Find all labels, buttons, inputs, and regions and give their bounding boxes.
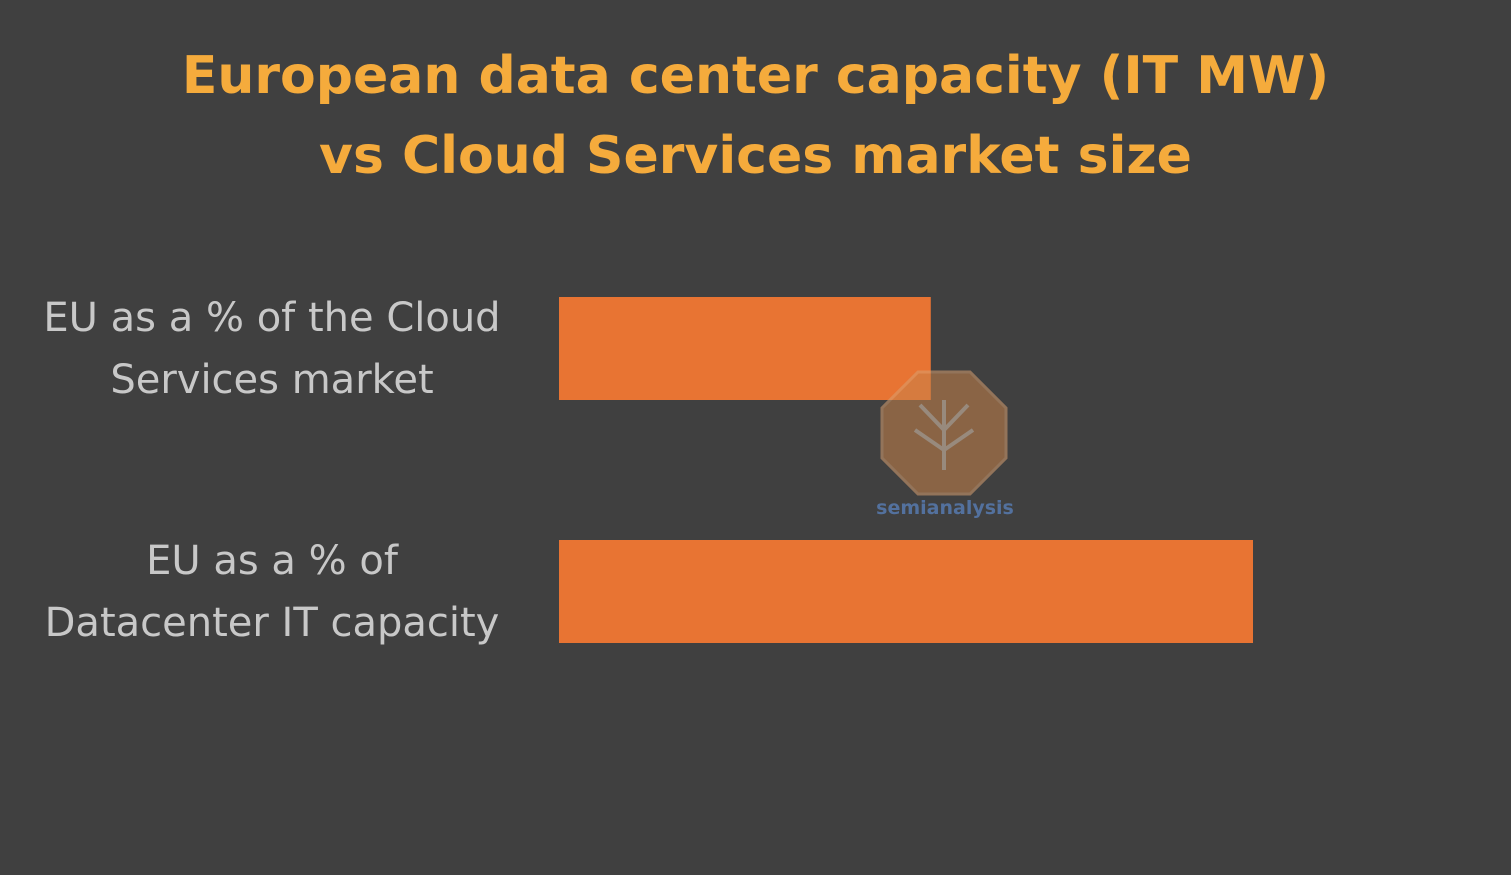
title-wrap: European data center capacity (IT MW) vs… [0, 36, 1511, 196]
chart-title: European data center capacity (IT MW) vs… [181, 46, 1330, 186]
category-label: EU as a % of the Cloud Services market [43, 294, 501, 403]
bar [559, 540, 1253, 643]
watermark: semianalysis [876, 497, 1014, 519]
category-label: EU as a % of Datacenter IT capacity [44, 537, 500, 646]
bar [559, 297, 931, 400]
watermark-logo [880, 370, 1008, 496]
